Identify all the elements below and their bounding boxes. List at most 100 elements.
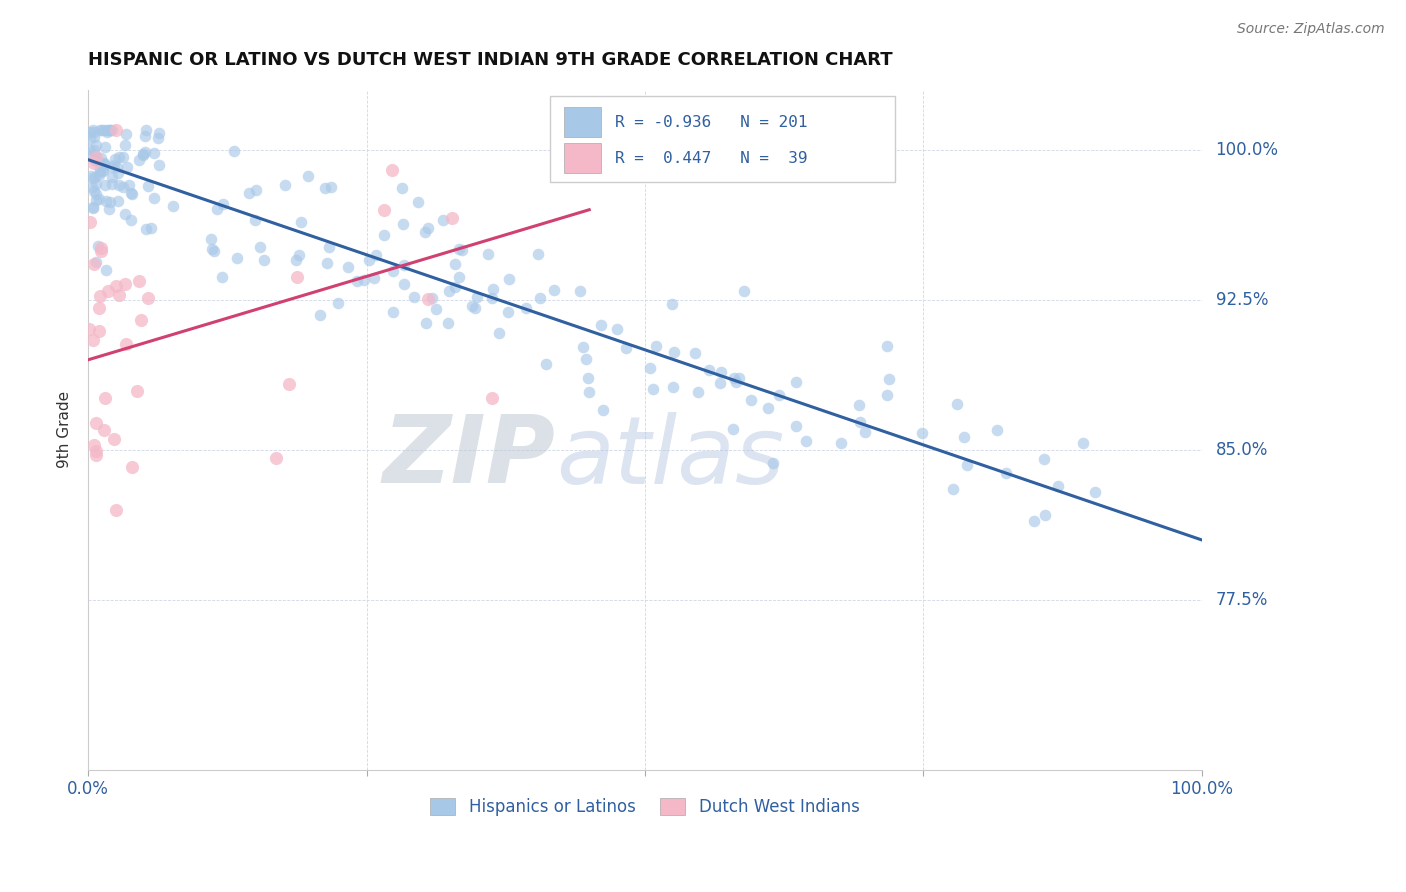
Point <box>326 295 349 310</box>
Point <box>432 213 454 227</box>
Point <box>1032 451 1054 466</box>
Point <box>94 391 117 405</box>
Point <box>94 263 117 277</box>
Point <box>200 232 222 246</box>
Point <box>84 137 107 152</box>
Point <box>953 430 976 444</box>
Point <box>614 341 637 355</box>
Point <box>84 416 107 430</box>
Point <box>91 163 114 178</box>
Point <box>418 293 440 307</box>
Point <box>90 151 112 165</box>
Point <box>105 503 128 517</box>
Point <box>543 283 565 297</box>
Point <box>134 145 156 160</box>
Point <box>710 365 733 379</box>
Point <box>420 291 443 305</box>
Point <box>285 270 308 285</box>
Point <box>575 352 598 367</box>
Point <box>415 316 437 330</box>
Point <box>785 418 807 433</box>
Point <box>309 308 332 322</box>
Point <box>83 155 105 169</box>
Point <box>264 451 287 466</box>
Point <box>107 194 129 209</box>
Point <box>136 179 159 194</box>
Point <box>82 201 104 215</box>
Point <box>84 177 107 191</box>
Point <box>740 392 762 407</box>
Point <box>661 296 683 310</box>
Point <box>104 152 127 166</box>
Point <box>238 186 260 200</box>
Point <box>724 375 747 389</box>
Point <box>664 344 686 359</box>
Point <box>148 126 170 140</box>
Text: 92.5%: 92.5% <box>1216 291 1268 309</box>
Point <box>115 160 138 174</box>
Point <box>363 271 385 285</box>
Point <box>135 222 157 236</box>
Point <box>723 370 745 384</box>
Bar <box>564 144 602 173</box>
Point <box>373 228 395 243</box>
Point <box>526 247 548 261</box>
Point <box>297 169 319 184</box>
Point <box>418 220 440 235</box>
Point <box>685 345 707 359</box>
Point <box>91 122 114 136</box>
Point <box>83 125 105 139</box>
Text: 85.0%: 85.0% <box>1216 441 1268 458</box>
Point <box>101 169 124 184</box>
Point <box>100 122 122 136</box>
Point <box>498 272 520 286</box>
Point <box>382 305 405 319</box>
Point <box>121 460 143 475</box>
Point <box>120 186 142 201</box>
Point <box>451 243 474 257</box>
Legend: Hispanics or Latinos, Dutch West Indians: Hispanics or Latinos, Dutch West Indians <box>423 791 866 823</box>
Point <box>534 357 557 371</box>
Point <box>107 160 129 174</box>
Point <box>84 187 107 202</box>
Text: Source: ZipAtlas.com: Source: ZipAtlas.com <box>1237 22 1385 37</box>
Point <box>444 280 467 294</box>
Point <box>373 202 395 217</box>
Point <box>143 191 166 205</box>
Point <box>114 137 136 152</box>
Point <box>148 158 170 172</box>
Point <box>392 258 415 272</box>
Point <box>93 423 115 437</box>
Point <box>461 300 484 314</box>
Point <box>148 131 170 145</box>
Point <box>394 277 416 291</box>
Point <box>226 251 249 265</box>
Point <box>605 322 627 336</box>
Point <box>80 169 103 184</box>
Point <box>415 226 437 240</box>
Point <box>481 391 503 405</box>
Point <box>364 248 387 262</box>
Point <box>104 278 127 293</box>
Point <box>942 482 965 496</box>
Point <box>1033 508 1056 522</box>
Point <box>876 388 898 402</box>
Point <box>94 140 117 154</box>
Point <box>97 284 120 298</box>
Point <box>709 376 731 390</box>
Point <box>211 270 233 285</box>
Point <box>114 207 136 221</box>
Point <box>849 415 872 429</box>
Point <box>82 171 104 186</box>
Point <box>86 150 108 164</box>
Point <box>381 163 404 178</box>
Point <box>1071 436 1094 450</box>
Point <box>162 198 184 212</box>
Point <box>132 146 155 161</box>
Point <box>562 138 585 153</box>
Point <box>90 244 112 259</box>
Point <box>572 340 595 354</box>
Point <box>84 153 107 167</box>
Point <box>84 254 107 268</box>
Point <box>686 384 709 399</box>
